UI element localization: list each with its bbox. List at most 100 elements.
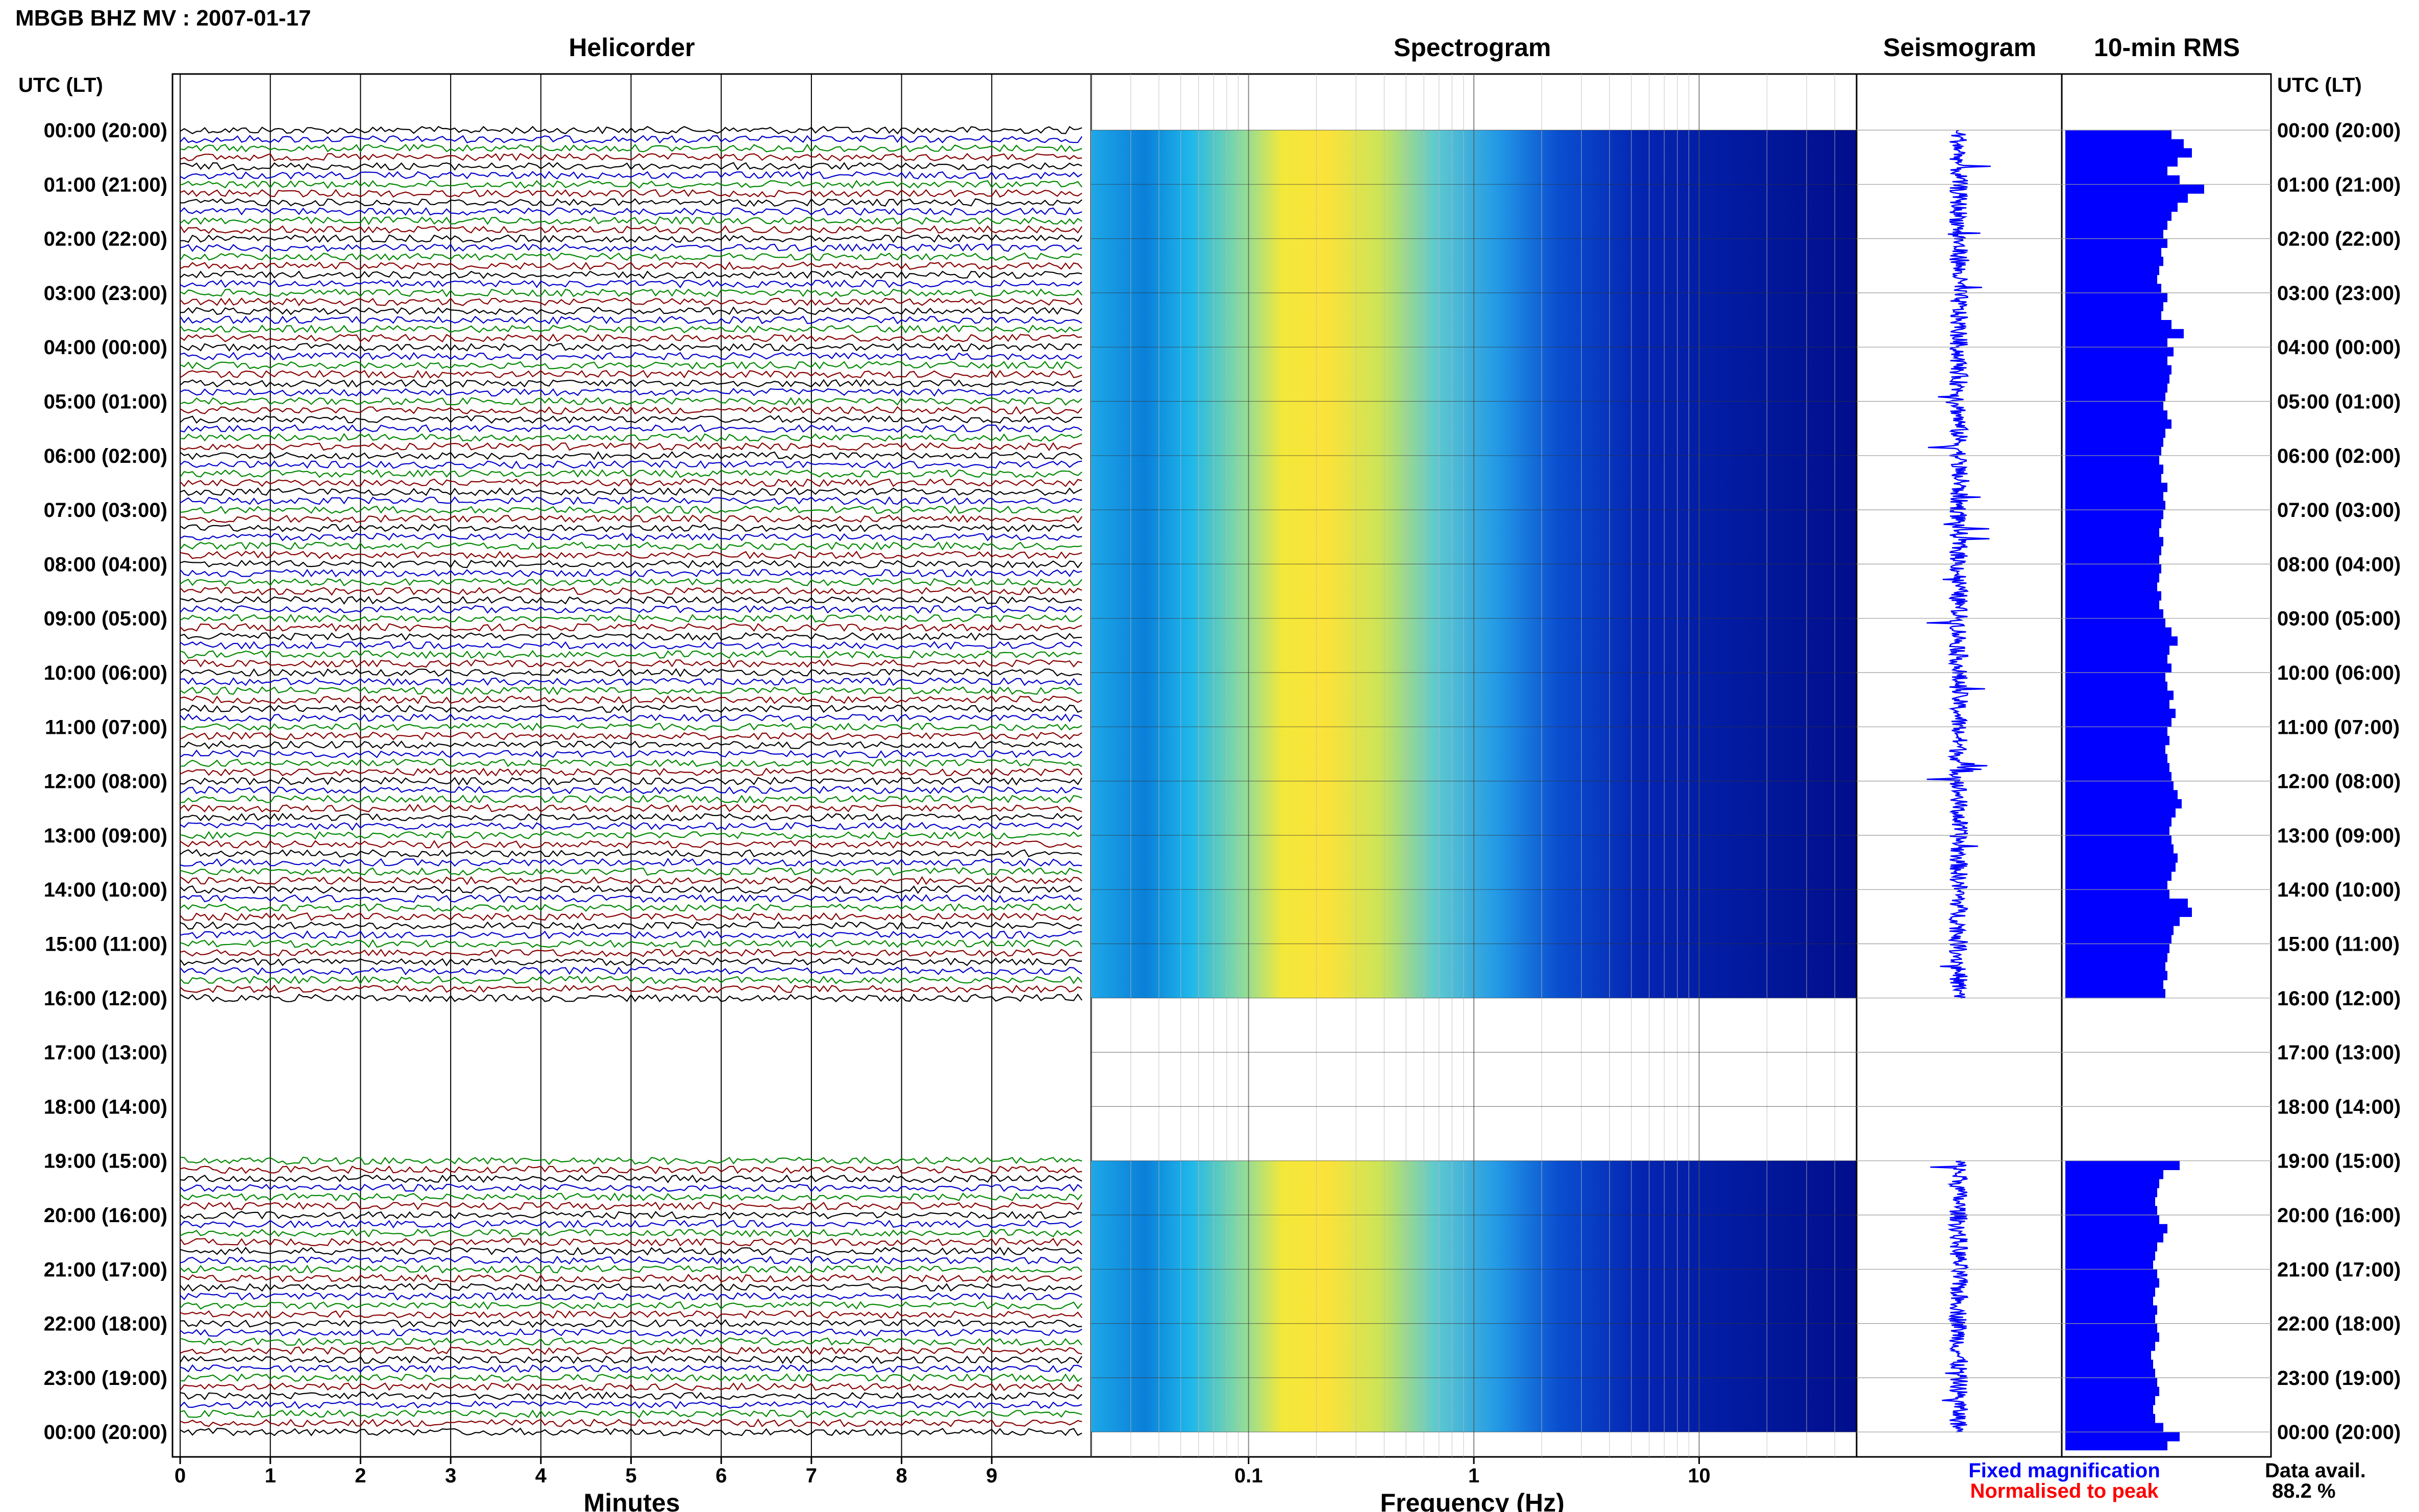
rms-bar (2065, 790, 2178, 800)
rms-bar (2065, 437, 2163, 447)
rms-bar (2065, 1197, 2155, 1206)
helicorder-trace (180, 668, 1082, 678)
helicorder-trace (180, 496, 1082, 505)
minutes-tick-label: 4 (535, 1465, 547, 1487)
rms-bar (2065, 681, 2167, 691)
rms-bar (2065, 292, 2167, 303)
minutes-axis-label: Minutes (584, 1489, 680, 1512)
minutes-tick-label: 3 (445, 1465, 456, 1487)
spectrogram-panel: 0.1 1 10 (1090, 73, 1858, 1487)
rms-bar (2065, 835, 2171, 845)
rms-bar (2065, 763, 2169, 773)
rms-bar (2065, 1441, 2167, 1451)
helicorder-trace (180, 831, 1082, 840)
helicorder-trace (180, 216, 1082, 226)
rms-bar (2065, 645, 2169, 655)
time-label-right: 14:00 (10:00) (2277, 879, 2401, 901)
time-label-left: 07:00 (03:00) (44, 499, 167, 522)
rms-bar (2065, 781, 2174, 790)
helicorder-trace (180, 1382, 1082, 1392)
rms-bar (2065, 573, 2159, 583)
helicorder-trace (180, 695, 1082, 704)
helicorder-trace (180, 396, 1082, 406)
rms-bar (2065, 727, 2167, 736)
minutes-tick-label: 1 (265, 1465, 276, 1487)
rms-bar (2065, 1296, 2153, 1306)
rms-bar (2065, 934, 2171, 945)
rms-bar (2065, 871, 2171, 881)
helicorder-trace (180, 596, 1082, 605)
rms-bar (2065, 1215, 2159, 1225)
rms-bar (2065, 148, 2192, 158)
minutes-tick-label: 8 (896, 1465, 907, 1487)
rms-bar (2065, 1432, 2180, 1442)
helicorder-trace (180, 885, 1082, 894)
helicorder-trace (180, 1418, 1082, 1427)
minutes-tick-label: 9 (986, 1465, 997, 1487)
rms-bar (2065, 591, 2161, 601)
helicorder-trace (180, 460, 1082, 469)
rms-bar (2065, 1269, 2157, 1279)
time-label-right: 22:00 (18:00) (2277, 1313, 2401, 1335)
rms-bar (2065, 401, 2163, 411)
rms-bar (2065, 636, 2178, 646)
rms-bar (2065, 546, 2161, 556)
rms-bar (2065, 1260, 2153, 1270)
data-availability-value: 88.2 % (2272, 1480, 2336, 1502)
helicorder-trace (180, 1346, 1082, 1355)
rms-bar (2065, 654, 2167, 664)
helicorder-trace (180, 532, 1082, 541)
data-availability-label: Data avail. (2265, 1459, 2366, 1482)
rms-bar (2065, 1369, 2155, 1378)
helicorder-trace (180, 650, 1082, 659)
time-label-right: 02:00 (22:00) (2277, 228, 2401, 251)
helicorder-trace (180, 1301, 1082, 1310)
helicorder-trace (180, 740, 1082, 750)
rms-bar (2065, 1396, 2155, 1405)
helicorder-trace (180, 524, 1082, 533)
minutes-tick-label: 5 (625, 1465, 636, 1487)
time-label-right: 10:00 (06:00) (2277, 662, 2401, 684)
helicorder-trace (180, 261, 1082, 270)
helicorder-trace (180, 1283, 1082, 1292)
time-label-left: 13:00 (09:00) (44, 825, 167, 847)
time-label-right: 18:00 (14:00) (2277, 1096, 2401, 1118)
rms-bar (2065, 1187, 2157, 1198)
helicorder-trace (180, 424, 1082, 433)
rms-bar (2065, 971, 2167, 980)
time-label-right: 08:00 (04:00) (2277, 553, 2401, 576)
helicorder-trace (180, 731, 1082, 740)
rms-bar (2065, 754, 2167, 763)
rms-bar (2065, 166, 2167, 176)
rms-bar (2065, 184, 2204, 194)
helicorder-trace (180, 1355, 1082, 1365)
helicorder-trace (180, 785, 1082, 795)
rms-bar (2065, 464, 2163, 474)
rms-bar (2065, 383, 2167, 393)
helicorder-trace (180, 478, 1082, 487)
helicorder-trace (180, 207, 1082, 216)
rms-bar (2065, 510, 2163, 519)
rms-bar (2065, 1314, 2155, 1324)
helicorder-trace (180, 1337, 1082, 1346)
rms-bar (2065, 329, 2184, 339)
helicorder-trace (180, 613, 1082, 623)
rms-bar (2065, 1405, 2153, 1415)
rms-bar (2065, 365, 2171, 375)
legend-normalised-to-peak: Normalised to peak (1970, 1480, 2159, 1502)
time-label-right: 09:00 (05:00) (2277, 608, 2401, 630)
helicorder-trace (180, 1328, 1082, 1337)
rms-bar (2065, 537, 2163, 547)
helicorder-trace (180, 225, 1082, 234)
rms-bar (2065, 491, 2163, 501)
rms-bar (2065, 627, 2171, 637)
seismogram-panel (1856, 73, 2063, 1458)
helicorder-trace (180, 1292, 1082, 1301)
helicorder-trace (180, 975, 1082, 985)
helicorder-trace (180, 1255, 1082, 1265)
time-label-right: 01:00 (21:00) (2277, 173, 2401, 196)
rms-bar (2065, 609, 2163, 619)
time-label-left: 08:00 (04:00) (44, 553, 167, 576)
helicorder-trace (180, 993, 1082, 1003)
time-label-left: 02:00 (22:00) (44, 228, 167, 251)
